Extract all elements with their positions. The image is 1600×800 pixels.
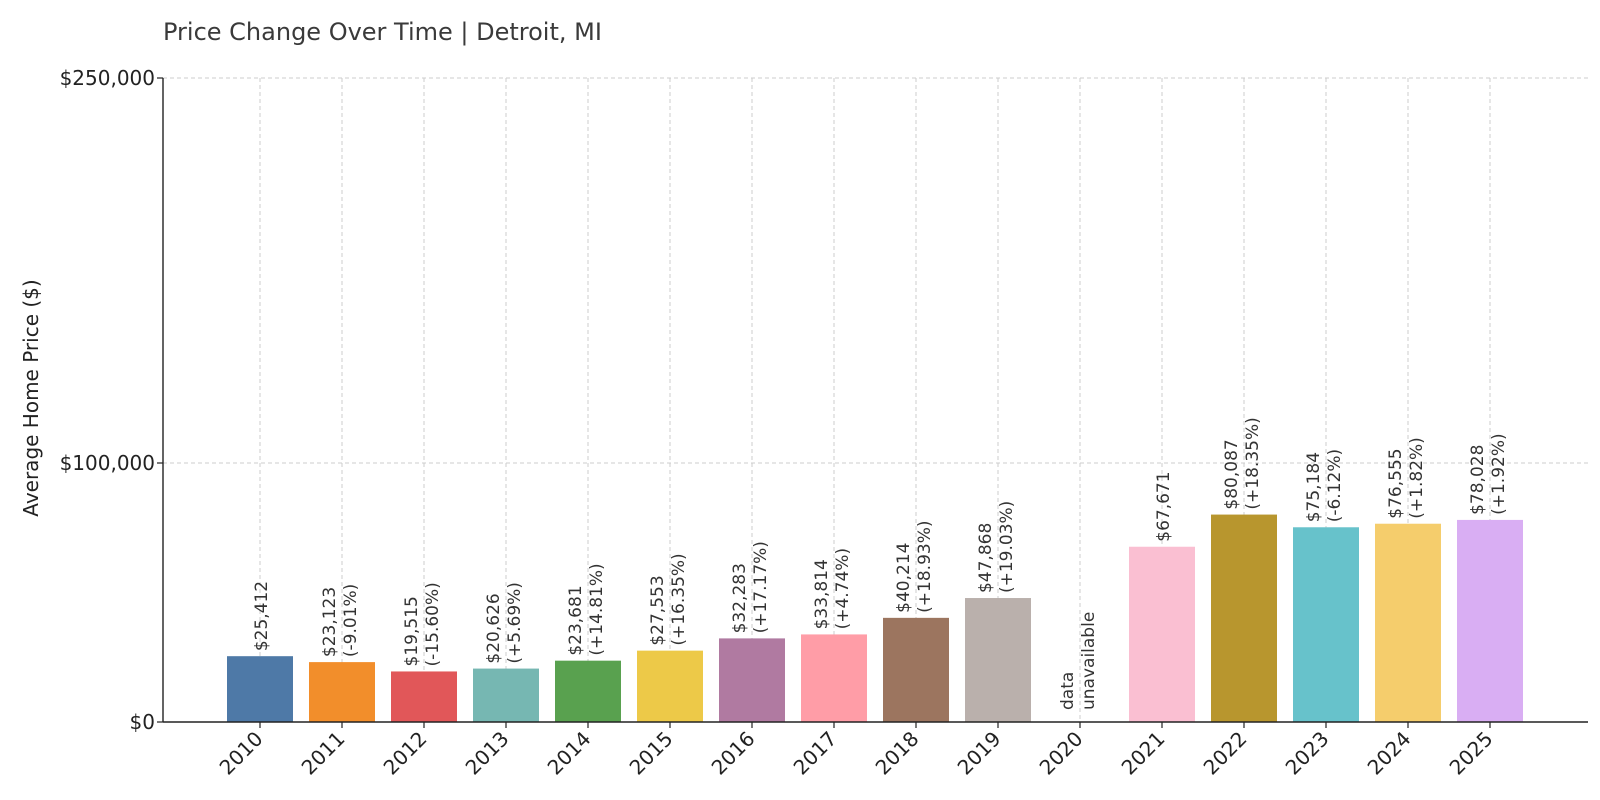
bar-change-label: (+18.93%)	[915, 521, 935, 613]
bar-value-label: $32,283	[730, 563, 750, 633]
bar-change-label: (+19.03%)	[997, 501, 1017, 593]
bar-change-label: (+1.82%)	[1407, 437, 1427, 519]
x-tick-label: 2022	[1199, 727, 1252, 780]
grid-layer	[163, 77, 1588, 722]
bar-value-label: $23,681	[566, 585, 586, 655]
bar-2012	[391, 671, 457, 722]
x-tick-label: 2016	[707, 727, 760, 780]
x-tick-label: 2023	[1281, 727, 1334, 780]
bar-value-label: $20,626	[484, 593, 504, 663]
bar-change-label: (-6.12%)	[1325, 449, 1345, 522]
x-tick-label: 2024	[1363, 727, 1416, 780]
x-tick-label: 2015	[625, 727, 678, 780]
x-ticks-layer: 2010 2011 2012 2013 2014 2015 2016 2017 2018 2019…	[215, 722, 1498, 780]
data-unavailable-label: data	[1058, 672, 1078, 710]
bar-2021	[1129, 546, 1195, 722]
x-tick-label: 2021	[1117, 727, 1170, 780]
bar-change-label: (+17.17%)	[751, 541, 771, 633]
axes-layer	[162, 78, 1588, 723]
bar-change-label: (+4.74%)	[833, 548, 853, 630]
bar-2018	[883, 617, 949, 722]
x-tick-label: 2013	[461, 727, 514, 780]
bar-2016	[719, 638, 785, 722]
bar-2025	[1457, 519, 1523, 722]
bar-value-label: $67,671	[1154, 471, 1174, 541]
bar-2022	[1211, 514, 1277, 722]
bar-change-label: (+14.81%)	[587, 563, 607, 655]
chart-title: Price Change Over Time | Detroit, MI	[163, 18, 602, 46]
bar-change-label: (-9.01%)	[341, 584, 361, 657]
y-tick-label: $100,000	[60, 451, 155, 475]
bar-2011	[309, 662, 375, 722]
bar-change-label: (-15.60%)	[423, 582, 443, 666]
bar-value-label: $78,028	[1468, 445, 1488, 515]
bar-2023	[1293, 527, 1359, 722]
y-tick-label: $0	[130, 710, 155, 734]
bars-layer	[227, 514, 1523, 722]
bar-2013	[473, 668, 539, 722]
bar-change-label: (+1.92%)	[1489, 433, 1509, 515]
bar-change-label: (+18.35%)	[1243, 417, 1263, 509]
bar-change-label: (+5.69%)	[505, 582, 525, 664]
bar-value-label: $23,123	[320, 587, 340, 657]
x-tick-label: 2025	[1445, 727, 1498, 780]
bar-value-label: $33,814	[812, 559, 832, 629]
x-tick-label: 2019	[953, 727, 1006, 780]
x-tick-label: 2020	[1035, 727, 1088, 780]
bar-value-label: $47,868	[976, 523, 996, 593]
x-tick-label: 2012	[379, 727, 432, 780]
bar-2015	[637, 650, 703, 722]
bar-2010	[227, 656, 293, 722]
x-tick-label: 2018	[871, 727, 924, 780]
bar-value-label: $27,553	[648, 575, 668, 645]
y-ticks-layer: $0 $100,000 $250,000	[60, 66, 163, 734]
bar-value-label: $40,214	[894, 543, 914, 613]
bar-labels-layer: $25,412 $23,123 (-9.01%) $19,515 (-15.60%) $2…	[252, 417, 1509, 710]
bar-2024	[1375, 523, 1441, 722]
x-tick-label: 2017	[789, 727, 842, 780]
bar-2014	[555, 660, 621, 722]
y-tick-label: $250,000	[60, 66, 155, 90]
bar-change-label: (+16.35%)	[669, 553, 689, 645]
bar-value-label: $25,412	[252, 581, 272, 651]
y-axis-label: Average Home Price ($)	[19, 279, 43, 516]
bar-value-label: $80,087	[1222, 439, 1242, 509]
bar-value-label: $19,515	[402, 596, 422, 666]
bar-2019	[965, 598, 1031, 722]
bar-value-label: $75,184	[1304, 452, 1324, 522]
bar-value-label: $76,555	[1386, 448, 1406, 518]
bar-2017	[801, 634, 867, 722]
data-unavailable-label: unavailable	[1079, 612, 1099, 710]
x-tick-label: 2011	[297, 727, 350, 780]
x-tick-label: 2014	[543, 727, 596, 780]
x-tick-label: 2010	[215, 727, 268, 780]
